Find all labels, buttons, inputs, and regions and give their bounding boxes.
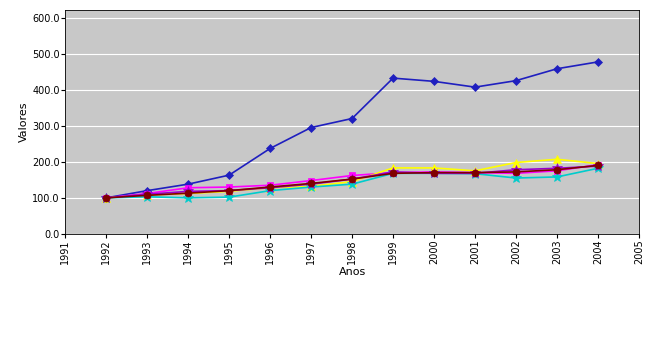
SC (102, 196, 110, 200)
ES (185, 192, 192, 196)
SC (430, 171, 438, 175)
Brasil (512, 170, 520, 174)
SP (102, 196, 110, 200)
SP (143, 192, 151, 196)
Brasil (348, 177, 356, 181)
BA (389, 171, 397, 175)
BA (143, 192, 151, 196)
Brasil (225, 189, 233, 193)
SC (225, 195, 233, 199)
Line: ES: ES (102, 155, 602, 202)
ES (553, 157, 561, 161)
ES (225, 189, 233, 193)
ES (594, 162, 602, 166)
Brasil (266, 185, 274, 189)
SC (512, 176, 520, 180)
Line: BA: BA (103, 161, 601, 201)
SP (471, 171, 479, 175)
BA (594, 163, 602, 167)
SP (185, 189, 192, 193)
ES (430, 166, 438, 170)
SP (307, 182, 315, 186)
BA (430, 170, 438, 174)
ES (266, 186, 274, 190)
SP (225, 189, 233, 193)
AM (553, 67, 561, 71)
ES (143, 193, 151, 197)
BA (102, 196, 110, 200)
BA (266, 183, 274, 187)
Brasil (143, 193, 151, 197)
ES (512, 160, 520, 164)
AM (430, 79, 438, 84)
Line: SP: SP (101, 161, 603, 203)
AM (185, 182, 192, 186)
SP (266, 186, 274, 190)
Brasil (594, 163, 602, 168)
Brasil (389, 171, 397, 175)
BA (553, 169, 561, 173)
SP (348, 177, 356, 181)
Brasil (471, 171, 479, 175)
SC (348, 182, 356, 186)
AM (389, 76, 397, 80)
AM (512, 78, 520, 83)
Brasil (430, 171, 438, 175)
ES (307, 184, 315, 189)
ES (389, 166, 397, 170)
SC (307, 185, 315, 189)
SC (143, 195, 151, 199)
SC (471, 172, 479, 176)
BA (471, 171, 479, 175)
Line: SC: SC (101, 163, 603, 203)
SC (594, 166, 602, 170)
Brasil (307, 181, 315, 185)
SP (430, 171, 438, 175)
AM (471, 85, 479, 89)
AM (225, 173, 233, 177)
SP (512, 168, 520, 172)
BA (307, 179, 315, 183)
SC (185, 196, 192, 200)
AM (307, 126, 315, 130)
AM (102, 196, 110, 200)
BA (185, 186, 192, 190)
BA (512, 171, 520, 175)
Brasil (185, 191, 192, 195)
BA (225, 185, 233, 189)
ES (348, 180, 356, 184)
AM (266, 147, 274, 151)
SP (553, 166, 561, 170)
SC (389, 171, 397, 175)
Brasil (553, 168, 561, 172)
Brasil (102, 196, 110, 200)
ES (471, 169, 479, 173)
Line: AM: AM (104, 59, 600, 201)
AM (594, 60, 602, 64)
SP (594, 164, 602, 168)
SC (266, 189, 274, 193)
SP (389, 170, 397, 174)
SC (553, 175, 561, 179)
BA (348, 173, 356, 178)
AM (143, 189, 151, 193)
AM (348, 117, 356, 121)
X-axis label: Anos: Anos (338, 267, 366, 277)
ES (102, 196, 110, 200)
Y-axis label: Valores: Valores (20, 102, 29, 142)
Line: Brasil: Brasil (103, 162, 601, 201)
